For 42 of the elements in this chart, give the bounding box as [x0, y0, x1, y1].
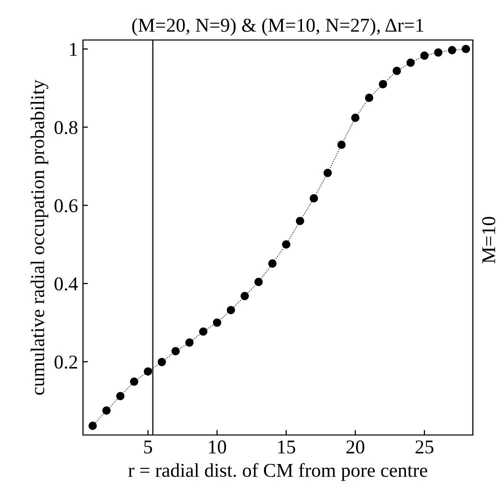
point: [406, 58, 415, 67]
x-tick-label: 25: [416, 440, 434, 454]
point: [88, 422, 97, 430]
x-tick-label: 10: [209, 440, 226, 454]
point: [268, 259, 277, 268]
point: [420, 51, 429, 60]
y-tick-label: 0.8: [54, 120, 78, 134]
point: [158, 358, 166, 366]
y-axis-title: cumulative radial occupation probability: [30, 80, 48, 395]
point: [102, 406, 111, 415]
point: [448, 46, 456, 54]
x-tick-label: 5: [144, 440, 152, 454]
chart-title: (M=20, N=9) & (M=10, N=27), Δr=1: [132, 18, 424, 36]
point: [337, 140, 346, 149]
point: [434, 48, 442, 57]
point: [226, 306, 236, 314]
point: [462, 44, 470, 54]
point: [199, 327, 208, 336]
point: [282, 240, 290, 249]
point: [254, 278, 263, 286]
y-tick-label: 1: [70, 42, 77, 56]
point: [364, 94, 374, 102]
point: [116, 392, 124, 400]
point: [324, 168, 332, 178]
point: [378, 80, 388, 88]
point: [351, 114, 360, 122]
text: M=10: [482, 216, 496, 264]
point: [212, 318, 222, 327]
point: [185, 338, 194, 347]
point: [296, 216, 304, 226]
x-tick-label: 15: [278, 440, 296, 454]
point: [310, 194, 318, 202]
point: [144, 367, 152, 376]
x-axis-title: r = radial dist. of CM from pore centre: [128, 463, 428, 481]
x-tick-label: 20: [346, 440, 364, 454]
point: [171, 346, 180, 356]
y-tick-label: 0.2: [54, 356, 78, 369]
y-tick-label: 0.6: [54, 199, 78, 212]
point: [392, 66, 401, 76]
y-tick-label: 0.4: [54, 277, 78, 291]
point: [130, 377, 138, 386]
point: [240, 292, 249, 300]
